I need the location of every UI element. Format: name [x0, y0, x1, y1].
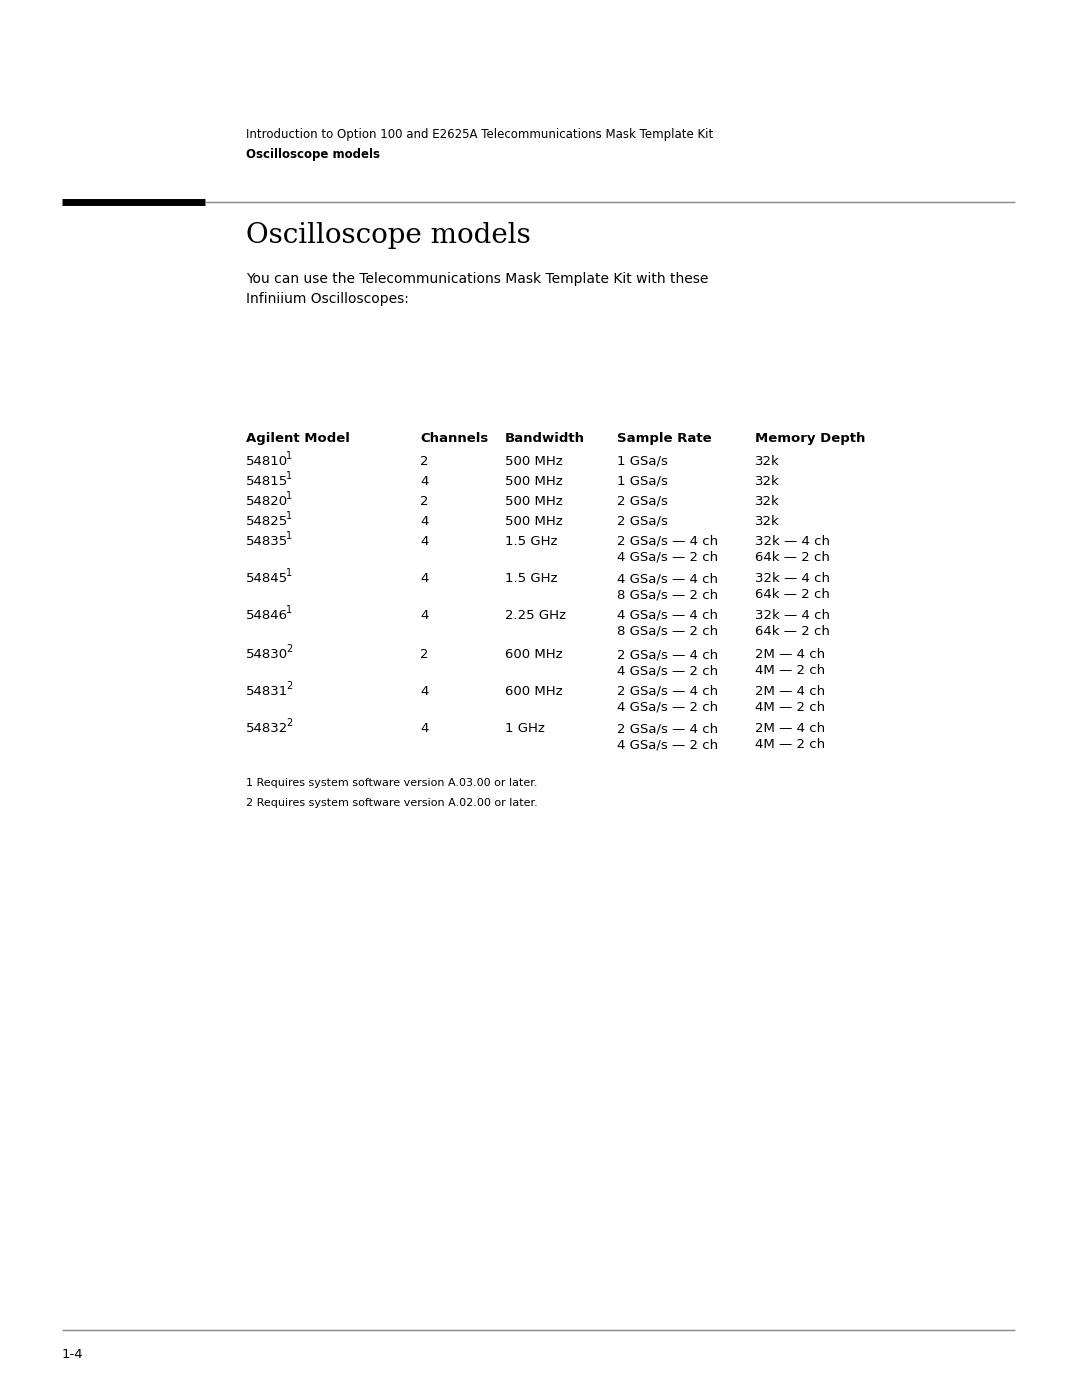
Text: 1.5 GHz: 1.5 GHz — [505, 571, 557, 585]
Text: 1: 1 — [286, 605, 292, 615]
Text: Memory Depth: Memory Depth — [755, 432, 865, 446]
Text: 4M — 2 ch: 4M — 2 ch — [755, 738, 825, 752]
Text: 4: 4 — [420, 535, 429, 548]
Text: 8 GSa/s — 2 ch: 8 GSa/s — 2 ch — [617, 588, 718, 601]
Text: 54846: 54846 — [246, 609, 288, 622]
Text: 2 GSa/s: 2 GSa/s — [617, 495, 667, 509]
Text: 4 GSa/s — 2 ch: 4 GSa/s — 2 ch — [617, 664, 718, 678]
Text: 4 GSa/s — 2 ch: 4 GSa/s — 2 ch — [617, 701, 718, 714]
Text: 1-4: 1-4 — [62, 1348, 83, 1361]
Text: 4M — 2 ch: 4M — 2 ch — [755, 664, 825, 678]
Text: 1 Requires system software version A.03.00 or later.: 1 Requires system software version A.03.… — [246, 778, 538, 788]
Text: 2.25 GHz: 2.25 GHz — [505, 609, 566, 622]
Text: 4: 4 — [420, 515, 429, 528]
Text: 2: 2 — [420, 648, 429, 661]
Text: 54830: 54830 — [246, 648, 288, 661]
Text: Introduction to Option 100 and E2625A Telecommunications Mask Template Kit: Introduction to Option 100 and E2625A Te… — [246, 129, 713, 141]
Text: 2: 2 — [286, 644, 293, 654]
Text: 2 GSa/s: 2 GSa/s — [617, 515, 667, 528]
Text: 32k — 4 ch: 32k — 4 ch — [755, 609, 831, 622]
Text: 1: 1 — [286, 569, 292, 578]
Text: 1: 1 — [286, 471, 292, 481]
Text: 500 MHz: 500 MHz — [505, 455, 563, 468]
Text: 600 MHz: 600 MHz — [505, 648, 563, 661]
Text: 54832: 54832 — [246, 722, 288, 735]
Text: 1: 1 — [286, 490, 292, 502]
Text: 2 GSa/s — 4 ch: 2 GSa/s — 4 ch — [617, 535, 718, 548]
Text: 1: 1 — [286, 531, 292, 541]
Text: 64k — 2 ch: 64k — 2 ch — [755, 550, 829, 564]
Text: 4: 4 — [420, 609, 429, 622]
Text: 4 GSa/s — 2 ch: 4 GSa/s — 2 ch — [617, 738, 718, 752]
Text: 32k — 4 ch: 32k — 4 ch — [755, 535, 831, 548]
Text: 4 GSa/s — 4 ch: 4 GSa/s — 4 ch — [617, 609, 718, 622]
Text: 2M — 4 ch: 2M — 4 ch — [755, 685, 825, 698]
Text: 54831: 54831 — [246, 685, 288, 698]
Text: 8 GSa/s — 2 ch: 8 GSa/s — 2 ch — [617, 624, 718, 638]
Text: 2: 2 — [420, 455, 429, 468]
Text: 1.5 GHz: 1.5 GHz — [505, 535, 557, 548]
Text: Sample Rate: Sample Rate — [617, 432, 712, 446]
Text: 32k: 32k — [755, 455, 780, 468]
Text: 32k: 32k — [755, 495, 780, 509]
Text: 2 Requires system software version A.02.00 or later.: 2 Requires system software version A.02.… — [246, 798, 538, 807]
Text: You can use the Telecommunications Mask Template Kit with these: You can use the Telecommunications Mask … — [246, 272, 708, 286]
Text: Oscilloscope models: Oscilloscope models — [246, 222, 530, 249]
Text: 2 GSa/s — 4 ch: 2 GSa/s — 4 ch — [617, 722, 718, 735]
Text: Bandwidth: Bandwidth — [505, 432, 585, 446]
Text: 2: 2 — [286, 680, 293, 692]
Text: 500 MHz: 500 MHz — [505, 475, 563, 488]
Text: 4 GSa/s — 2 ch: 4 GSa/s — 2 ch — [617, 550, 718, 564]
Text: Channels: Channels — [420, 432, 488, 446]
Text: Oscilloscope models: Oscilloscope models — [246, 148, 380, 161]
Text: 2M — 4 ch: 2M — 4 ch — [755, 722, 825, 735]
Text: 32k — 4 ch: 32k — 4 ch — [755, 571, 831, 585]
Text: 1 GHz: 1 GHz — [505, 722, 545, 735]
Text: 32k: 32k — [755, 475, 780, 488]
Text: 4M — 2 ch: 4M — 2 ch — [755, 701, 825, 714]
Text: 1 GSa/s: 1 GSa/s — [617, 455, 667, 468]
Text: 2: 2 — [286, 718, 293, 728]
Text: 500 MHz: 500 MHz — [505, 515, 563, 528]
Text: 1 GSa/s: 1 GSa/s — [617, 475, 667, 488]
Text: 1: 1 — [286, 511, 292, 521]
Text: 54825: 54825 — [246, 515, 288, 528]
Text: 4 GSa/s — 4 ch: 4 GSa/s — 4 ch — [617, 571, 718, 585]
Text: 500 MHz: 500 MHz — [505, 495, 563, 509]
Text: 2: 2 — [420, 495, 429, 509]
Text: 4: 4 — [420, 685, 429, 698]
Text: 54810: 54810 — [246, 455, 288, 468]
Text: 4: 4 — [420, 571, 429, 585]
Text: 4: 4 — [420, 475, 429, 488]
Text: 2 GSa/s — 4 ch: 2 GSa/s — 4 ch — [617, 685, 718, 698]
Text: Infiniium Oscilloscopes:: Infiniium Oscilloscopes: — [246, 292, 409, 306]
Text: 54815: 54815 — [246, 475, 288, 488]
Text: 1: 1 — [286, 451, 292, 461]
Text: Agilent Model: Agilent Model — [246, 432, 350, 446]
Text: 54835: 54835 — [246, 535, 288, 548]
Text: 64k — 2 ch: 64k — 2 ch — [755, 588, 829, 601]
Text: 4: 4 — [420, 722, 429, 735]
Text: 2M — 4 ch: 2M — 4 ch — [755, 648, 825, 661]
Text: 54820: 54820 — [246, 495, 288, 509]
Text: 32k: 32k — [755, 515, 780, 528]
Text: 2 GSa/s — 4 ch: 2 GSa/s — 4 ch — [617, 648, 718, 661]
Text: 64k — 2 ch: 64k — 2 ch — [755, 624, 829, 638]
Text: 54845: 54845 — [246, 571, 288, 585]
Text: 600 MHz: 600 MHz — [505, 685, 563, 698]
